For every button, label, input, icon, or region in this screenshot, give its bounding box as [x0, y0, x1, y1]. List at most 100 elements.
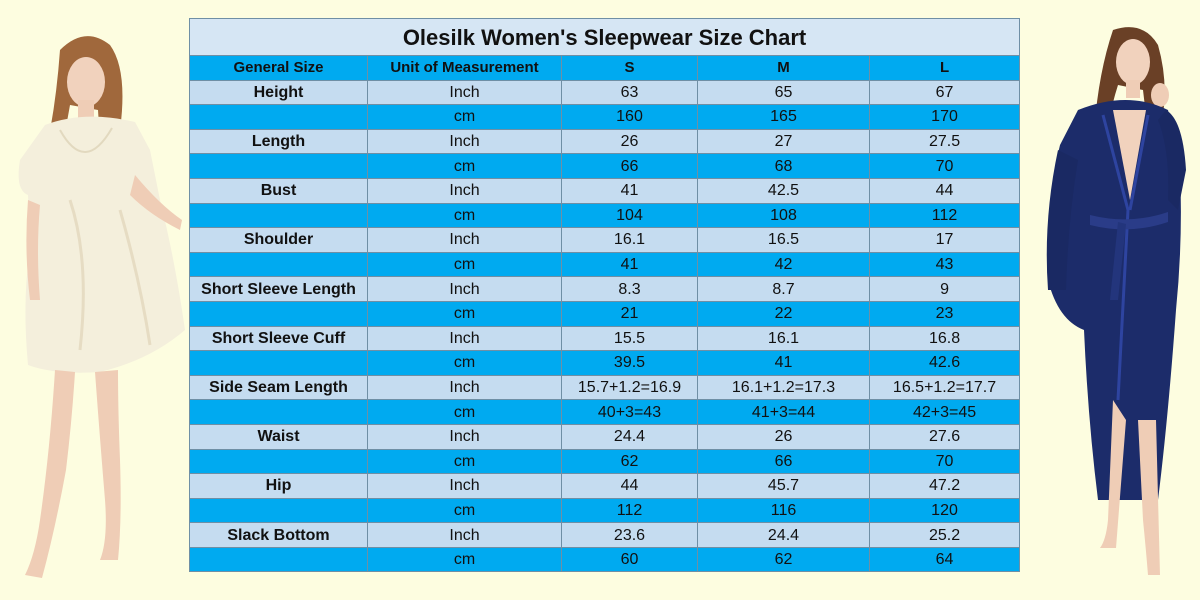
value-cell: 165 [697, 104, 870, 130]
row-label [189, 399, 368, 425]
unit-cell: cm [367, 251, 562, 278]
value-cell: 42+3=45 [868, 399, 1021, 425]
unit-cell: cm [367, 350, 562, 376]
unit-cell: Inch [367, 227, 562, 253]
unit-cell: cm [367, 300, 562, 327]
table-row: Short Sleeve Cuff Inch 15.5 16.1 16.8 [189, 325, 1021, 352]
value-cell: 16.1 [561, 227, 698, 253]
value-cell: 42.6 [868, 350, 1021, 376]
header-row: General Size Unit of Measurement S M L [189, 55, 1021, 81]
row-label: Slack Bottom [189, 522, 368, 548]
value-cell: 44 [561, 473, 698, 499]
value-cell: 16.5+1.2=17.7 [868, 374, 1021, 401]
value-cell: 64 [868, 546, 1021, 573]
table-row: cm 21 22 23 [189, 300, 1021, 327]
unit-cell: cm [367, 448, 562, 475]
unit-cell: Inch [367, 276, 562, 302]
unit-cell: Inch [367, 177, 562, 204]
title-row: Olesilk Women's Sleepwear Size Chart [188, 18, 1021, 56]
table-row: Hip Inch 44 45.7 47.2 [189, 473, 1021, 499]
value-cell: 62 [697, 546, 870, 573]
value-cell: 25.2 [868, 522, 1021, 548]
column-header: L [868, 55, 1021, 81]
value-cell: 112 [561, 497, 698, 524]
table-row: cm 66 68 70 [189, 153, 1021, 179]
nightgown-model-image [18, 36, 185, 578]
row-label [189, 497, 368, 524]
table-row: Height Inch 63 65 67 [189, 79, 1021, 106]
unit-cell: Inch [367, 79, 562, 106]
row-label [189, 251, 368, 278]
value-cell: 22 [697, 300, 870, 327]
row-label [189, 104, 368, 130]
unit-cell: Inch [367, 374, 562, 401]
unit-cell: Inch [367, 473, 562, 499]
row-label [189, 153, 368, 179]
unit-cell: cm [367, 104, 562, 130]
table-row: cm 40+3=43 41+3=44 42+3=45 [189, 399, 1021, 425]
row-label [189, 350, 368, 376]
value-cell: 27.5 [868, 128, 1021, 155]
row-label: Short Sleeve Cuff [189, 325, 368, 352]
value-cell: 16.8 [868, 325, 1021, 352]
value-cell: 104 [561, 202, 698, 229]
value-cell: 41 [697, 350, 870, 376]
value-cell: 120 [868, 497, 1021, 524]
value-cell: 70 [868, 153, 1021, 179]
value-cell: 41+3=44 [697, 399, 870, 425]
value-cell: 17 [868, 227, 1021, 253]
value-cell: 23 [868, 300, 1021, 327]
row-label: Side Seam Length [189, 374, 368, 401]
column-header: S [561, 55, 698, 81]
unit-cell: Inch [367, 325, 562, 352]
value-cell: 65 [697, 79, 870, 106]
unit-cell: cm [367, 153, 562, 179]
value-cell: 60 [561, 546, 698, 573]
table-row: Short Sleeve Length Inch 8.3 8.7 9 [189, 276, 1021, 302]
value-cell: 68 [697, 153, 870, 179]
unit-cell: cm [367, 497, 562, 524]
value-cell: 16.5 [697, 227, 870, 253]
table-row: Side Seam Length Inch 15.7+1.2=16.9 16.1+1.… [189, 374, 1021, 401]
table-row: cm 62 66 70 [189, 448, 1021, 475]
row-label: Length [189, 128, 368, 155]
value-cell: 45.7 [697, 473, 870, 499]
value-cell: 66 [697, 448, 870, 475]
row-label [189, 202, 368, 229]
row-label [189, 546, 368, 573]
value-cell: 16.1 [697, 325, 870, 352]
robe-model-image [1046, 27, 1186, 575]
table-row: Bust Inch 41 42.5 44 [189, 177, 1021, 204]
value-cell: 63 [561, 79, 698, 106]
value-cell: 116 [697, 497, 870, 524]
value-cell: 39.5 [561, 350, 698, 376]
value-cell: 8.3 [561, 276, 698, 302]
row-label: Bust [189, 177, 368, 204]
value-cell: 40+3=43 [561, 399, 698, 425]
value-cell: 47.2 [868, 473, 1021, 499]
value-cell: 70 [868, 448, 1021, 475]
value-cell: 62 [561, 448, 698, 475]
value-cell: 24.4 [697, 522, 870, 548]
chart-title: Olesilk Women's Sleepwear Size Chart [188, 18, 1021, 56]
value-cell: 42.5 [697, 177, 870, 204]
table-row: Length Inch 26 27 27.5 [189, 128, 1021, 155]
value-cell: 67 [868, 79, 1021, 106]
table-row: Waist Inch 24.4 26 27.6 [189, 423, 1021, 450]
unit-cell: cm [367, 546, 562, 573]
value-cell: 41 [561, 177, 698, 204]
value-cell: 27.6 [868, 423, 1021, 450]
column-header: Unit of Measurement [367, 55, 562, 81]
row-label: Hip [189, 473, 368, 499]
value-cell: 43 [868, 251, 1021, 278]
value-cell: 9 [868, 276, 1021, 302]
value-cell: 26 [561, 128, 698, 155]
value-cell: 23.6 [561, 522, 698, 548]
column-header: General Size [189, 55, 368, 81]
value-cell: 15.5 [561, 325, 698, 352]
unit-cell: Inch [367, 423, 562, 450]
row-label: Shoulder [189, 227, 368, 253]
value-cell: 16.1+1.2=17.3 [697, 374, 870, 401]
table-row: cm 41 42 43 [189, 251, 1021, 278]
table-row: cm 160 165 170 [189, 104, 1021, 130]
